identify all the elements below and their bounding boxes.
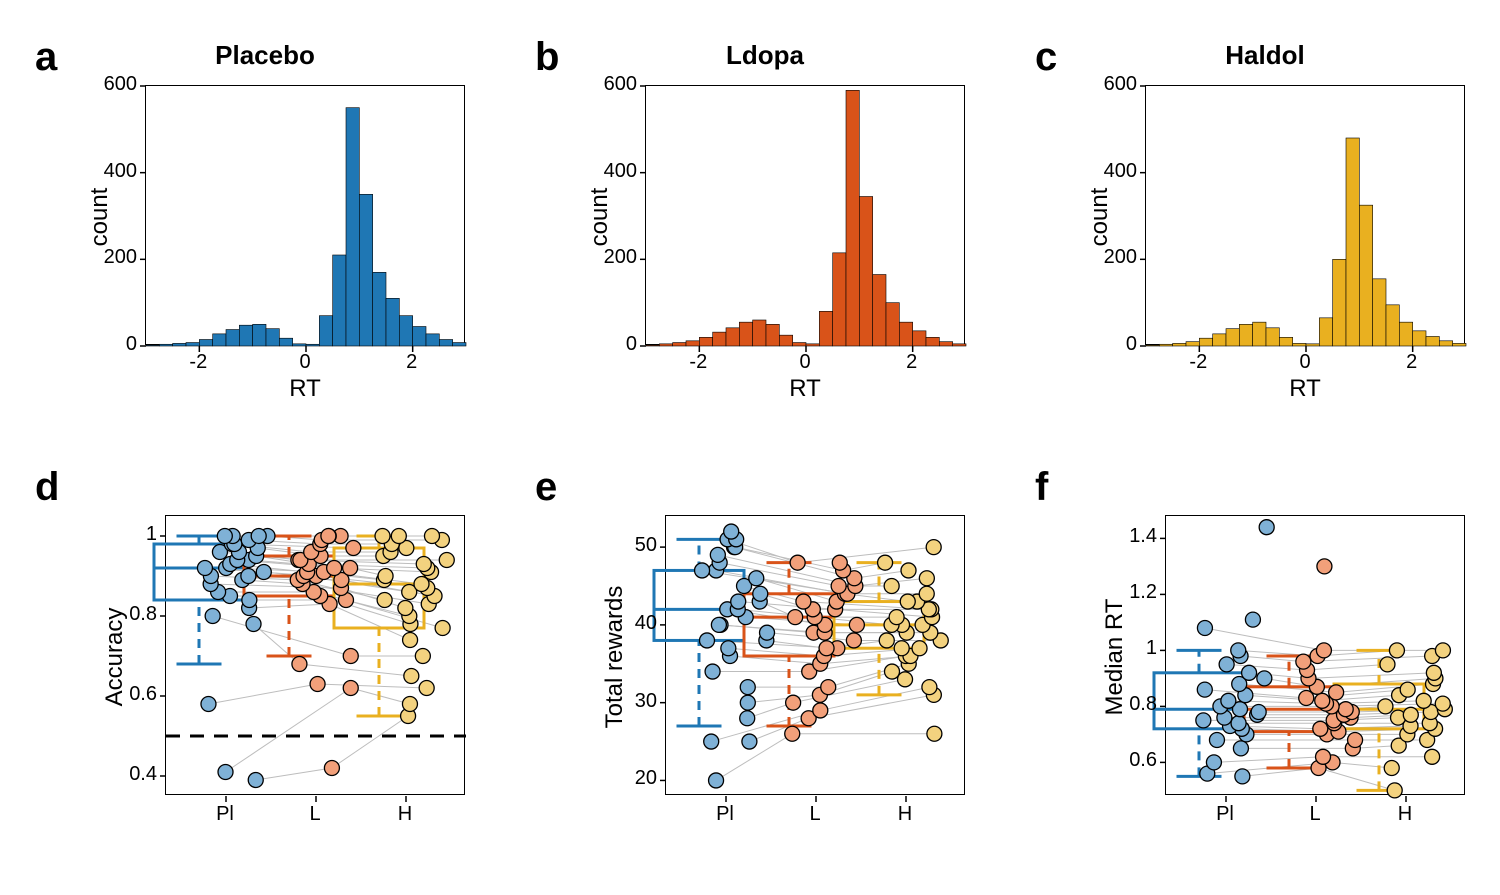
xtick-label: -2	[183, 351, 213, 374]
panel-letter-e: e	[535, 465, 557, 510]
ylabel-f: Median RT	[1101, 577, 1129, 737]
ytick-label: 0	[587, 333, 637, 356]
xtick-label: L	[295, 803, 335, 826]
panel-title-a: Placebo	[50, 40, 480, 71]
ytick-label: 0	[87, 333, 137, 356]
ytick-label: 20	[607, 767, 657, 790]
xtick-label: 2	[397, 351, 427, 374]
hist-svg-c	[1146, 86, 1466, 346]
xtick-label: Pl	[1205, 803, 1245, 826]
plot-area-e	[665, 515, 965, 795]
xtick-label: -2	[683, 351, 713, 374]
hist-svg-b	[646, 86, 966, 346]
panel-title-c: Haldol	[1050, 40, 1480, 71]
panel-f: f0.60.811.21.4PlLHMedian RT	[1050, 470, 1480, 860]
xtick-label: 2	[897, 351, 927, 374]
plot-area-c	[1145, 85, 1465, 345]
box-svg-f	[1166, 516, 1466, 796]
plot-area-b	[645, 85, 965, 345]
xtick-label: H	[1385, 803, 1425, 826]
xtick-label: 0	[1290, 351, 1320, 374]
xlabel-b: RT	[645, 375, 965, 403]
ylabel-e: Total rewards	[601, 577, 629, 737]
xtick-label: Pl	[705, 803, 745, 826]
panel-a: aPlacebo-2020200400600countRT	[50, 40, 480, 410]
ytick-label: 600	[87, 73, 137, 96]
xtick-label: 2	[1397, 351, 1427, 374]
ytick-label: 0.4	[107, 763, 157, 786]
hist-svg-a	[146, 86, 466, 346]
xtick-label: H	[385, 803, 425, 826]
xtick-label: 0	[290, 351, 320, 374]
ytick-label: 600	[587, 73, 637, 96]
xtick-label: -2	[1183, 351, 1213, 374]
xlabel-c: RT	[1145, 375, 1465, 403]
panel-title-b: Ldopa	[550, 40, 980, 71]
xlabel-a: RT	[145, 375, 465, 403]
panel-b: bLdopa-2020200400600countRT	[550, 40, 980, 410]
panel-e: e20304050PlLHTotal rewards	[550, 470, 980, 860]
ylabel-d: Accuracy	[101, 577, 129, 737]
xtick-label: 0	[790, 351, 820, 374]
ytick-label: 1	[107, 523, 157, 546]
panel-d: d0.40.60.81PlLHAccuracy	[50, 470, 480, 860]
ytick-label: 1.4	[1107, 525, 1157, 548]
box-svg-e	[666, 516, 966, 796]
xtick-label: H	[885, 803, 925, 826]
xtick-label: L	[1295, 803, 1335, 826]
ytick-label: 50	[607, 534, 657, 557]
plot-area-f	[1165, 515, 1465, 795]
panel-letter-f: f	[1035, 465, 1048, 510]
box-svg-d	[166, 516, 466, 796]
ylabel-a: count	[86, 167, 114, 267]
xtick-label: L	[795, 803, 835, 826]
plot-area-a	[145, 85, 465, 345]
xtick-label: Pl	[205, 803, 245, 826]
ytick-label: 0	[1087, 333, 1137, 356]
plot-area-d	[165, 515, 465, 795]
ytick-label: 0.6	[1107, 749, 1157, 772]
panel-c: cHaldol-2020200400600countRT	[1050, 40, 1480, 410]
ylabel-b: count	[586, 167, 614, 267]
panel-letter-d: d	[35, 465, 59, 510]
ylabel-c: count	[1086, 167, 1114, 267]
ytick-label: 600	[1087, 73, 1137, 96]
